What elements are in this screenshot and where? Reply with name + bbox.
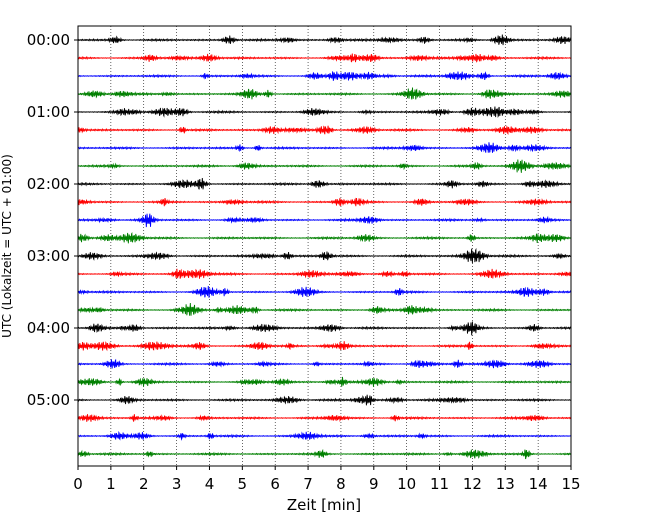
trace-line [77, 341, 572, 352]
x-tick-label: 4 [205, 475, 215, 493]
trace-line [77, 125, 572, 136]
y-tick-label: 02:00 [27, 175, 70, 193]
trace-line [77, 268, 572, 279]
trace-line [77, 247, 572, 264]
y-tick-label: 03:00 [27, 247, 70, 265]
trace-line [77, 231, 572, 244]
trace-line [77, 376, 572, 387]
y-tick-label: 05:00 [27, 391, 70, 409]
x-tick-label: 5 [238, 475, 248, 493]
y-axis-label: UTC (Lokalzeit = UTC + 01:00) [0, 154, 14, 338]
x-tick-label: 0 [73, 475, 83, 493]
x-tick-label: 3 [172, 475, 182, 493]
x-tick-label: 2 [139, 475, 149, 493]
trace-line [77, 358, 572, 369]
x-tick-label: 13 [496, 475, 515, 493]
trace-line [77, 430, 572, 441]
x-tick-label: 1 [106, 475, 116, 493]
trace-line [77, 197, 572, 207]
trace-line [77, 321, 572, 336]
x-tick-label: 10 [397, 475, 416, 493]
trace-line [77, 286, 572, 298]
plot-frame [77, 25, 572, 467]
trace-line [77, 53, 572, 63]
x-tick-label: 15 [561, 475, 580, 493]
trace-line [77, 87, 572, 100]
x-tick-label: 6 [270, 475, 280, 493]
y-tick-label: 01:00 [27, 103, 70, 121]
x-tick-label: 12 [463, 475, 482, 493]
trace-line [77, 394, 572, 406]
trace-line [77, 302, 572, 316]
x-tick-label: 14 [529, 475, 548, 493]
trace-line [77, 106, 572, 119]
traces [77, 34, 572, 460]
trace-line [77, 159, 572, 173]
trace-line [77, 448, 572, 460]
trace-line [77, 34, 572, 46]
grid [110, 26, 539, 466]
y-tick-label: 04:00 [27, 319, 70, 337]
trace-line [77, 213, 572, 228]
x-tick-label: 8 [336, 475, 346, 493]
y-tick-label: 00:00 [27, 31, 70, 49]
y-axis-ticks: 00:00 01:00 02:00 03:00 04:00 05:00 [27, 31, 78, 409]
trace-line [77, 142, 572, 153]
x-tick-label: 7 [303, 475, 313, 493]
x-tick-label: 9 [369, 475, 379, 493]
trace-line [77, 71, 572, 81]
x-axis-label: Zeit [min] [287, 496, 361, 514]
trace-line [77, 177, 572, 190]
trace-line [77, 414, 572, 423]
x-tick-label: 11 [430, 475, 449, 493]
x-axis-ticks: 0 1 2 3 4 5 6 7 8 9 10 11 12 13 14 15 [73, 466, 581, 493]
